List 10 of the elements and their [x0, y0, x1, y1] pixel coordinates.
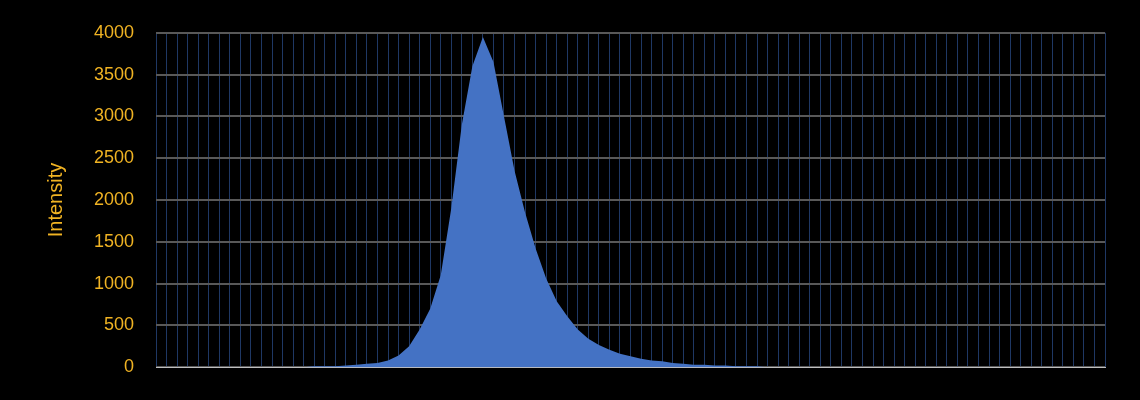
- y-tick-label: 3000: [94, 105, 135, 126]
- y-tick-label: 1500: [94, 230, 135, 251]
- y-tick-label: 1000: [94, 272, 135, 293]
- y-tick-label: 0: [124, 356, 135, 377]
- y-tick-label: 500: [104, 314, 135, 335]
- y-tick-label: 4000: [94, 21, 135, 42]
- y-axis-title: Intensity: [43, 162, 66, 238]
- y-tick-label: 3500: [94, 63, 135, 84]
- y-tick-label: 2000: [94, 188, 135, 209]
- y-tick-label: 2500: [94, 147, 135, 168]
